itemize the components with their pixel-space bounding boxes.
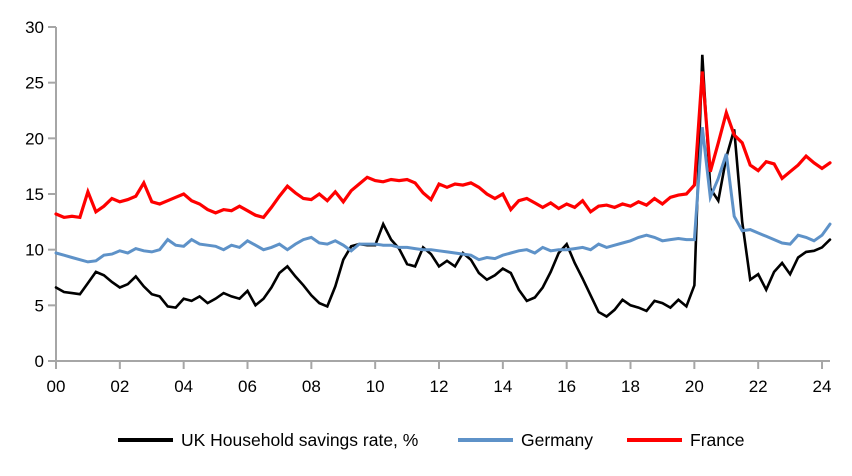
x-tick-label: 10 [366,377,385,396]
x-tick-label: 22 [749,377,768,396]
x-tick-label: 20 [685,377,704,396]
y-tick-label: 15 [25,185,44,204]
legend-item-uk: UK Household savings rate, % [118,428,418,452]
legend-label-uk: UK Household savings rate, % [181,429,419,450]
chart-plot-area: 0 5 10 15 20 25 30 00 02 04 06 08 10 12 14 16 18 20 22 24 [25,18,832,396]
x-tick-label: 06 [238,377,257,396]
legend-item-germany: Germany [458,428,593,452]
y-tick-label: 25 [25,74,44,93]
x-tick-label: 04 [174,377,193,396]
series-line-france [54,71,832,220]
x-tick-label: 16 [557,377,576,396]
chart-legend: UK Household savings rate, % Germany Fra… [0,428,852,454]
x-tick-label: 14 [493,377,512,396]
x-tick-label: 08 [302,377,321,396]
x-tick-label: 12 [430,377,449,396]
x-tick-label: 18 [621,377,640,396]
germany-line-swatch [458,438,513,442]
y-tick-label: 10 [25,241,44,260]
series-line-germany [54,127,832,264]
y-tick-label: 20 [25,129,44,148]
x-tick-label: 00 [47,377,66,396]
x-tick-label: 02 [110,377,129,396]
france-line-swatch [627,438,682,442]
x-tick-label: 24 [813,377,832,396]
legend-label-france: France [690,429,745,450]
legend-label-germany: Germany [521,429,593,450]
uk-line-swatch [118,438,173,442]
y-tick-label: 30 [25,18,44,37]
legend-item-france: France [627,428,744,452]
y-tick-label: 0 [35,352,44,371]
y-tick-label: 5 [35,296,44,315]
